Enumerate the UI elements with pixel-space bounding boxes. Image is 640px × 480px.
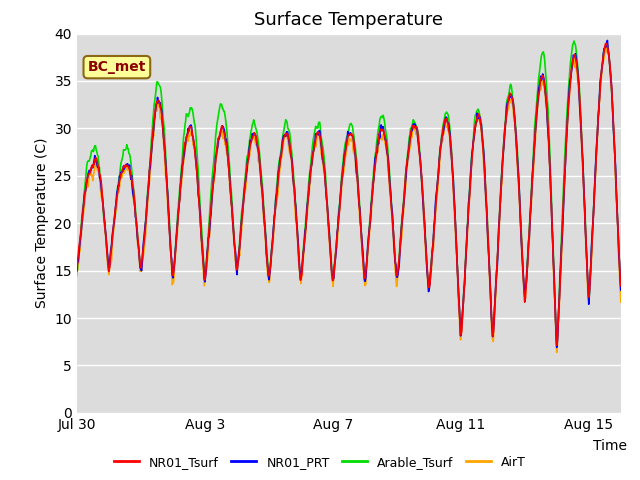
NR01_PRT [147, 165, 154, 170]
AirT [183, 133, 191, 139]
Arable_Tsurf [553, 344, 561, 349]
Arable_Tsurf [489, 332, 497, 338]
NR01_PRT [135, 247, 143, 252]
AirT [355, 194, 362, 200]
Arable_Tsurf [617, 289, 625, 295]
Arable_Tsurf [147, 156, 154, 162]
NR01_Tsurf [553, 342, 561, 348]
X-axis label: Time: Time [593, 439, 627, 453]
NR01_Tsurf [355, 192, 362, 197]
Arable_Tsurf [135, 247, 143, 253]
Line: NR01_Tsurf: NR01_Tsurf [77, 44, 621, 345]
NR01_Tsurf [401, 189, 408, 194]
Arable_Tsurf [73, 270, 81, 276]
Legend: NR01_Tsurf, NR01_PRT, Arable_Tsurf, AirT: NR01_Tsurf, NR01_PRT, Arable_Tsurf, AirT [109, 451, 531, 474]
NR01_PRT [355, 190, 362, 196]
Title: Surface Temperature: Surface Temperature [254, 11, 444, 29]
AirT [489, 337, 497, 343]
NR01_PRT [489, 334, 497, 339]
AirT [401, 191, 408, 197]
NR01_Tsurf [147, 158, 154, 164]
Line: AirT: AirT [77, 46, 621, 352]
Line: NR01_PRT: NR01_PRT [77, 40, 621, 348]
NR01_Tsurf [135, 248, 143, 253]
NR01_Tsurf [617, 283, 625, 288]
AirT [553, 349, 561, 355]
NR01_Tsurf [602, 41, 610, 47]
AirT [73, 273, 81, 279]
Y-axis label: Surface Temperature (C): Surface Temperature (C) [35, 138, 49, 309]
NR01_PRT [553, 345, 561, 350]
Arable_Tsurf [355, 185, 362, 191]
NR01_PRT [604, 37, 611, 43]
Text: BC_met: BC_met [88, 60, 146, 74]
NR01_Tsurf [489, 333, 497, 339]
AirT [147, 169, 154, 175]
Arable_Tsurf [401, 185, 408, 191]
Arable_Tsurf [570, 38, 578, 44]
Arable_Tsurf [183, 111, 191, 117]
NR01_PRT [183, 132, 191, 138]
AirT [602, 43, 609, 49]
NR01_PRT [73, 268, 81, 274]
NR01_Tsurf [73, 264, 81, 270]
NR01_PRT [617, 287, 625, 293]
NR01_PRT [401, 192, 408, 198]
Line: Arable_Tsurf: Arable_Tsurf [77, 41, 621, 347]
AirT [135, 256, 143, 262]
AirT [617, 299, 625, 305]
NR01_Tsurf [183, 133, 191, 139]
